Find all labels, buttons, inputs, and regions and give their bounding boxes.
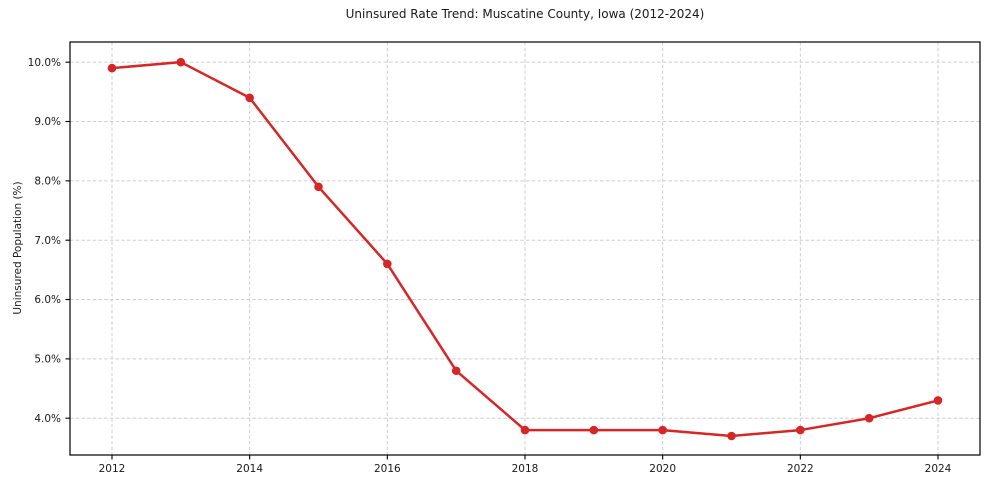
data-point [658, 425, 667, 435]
y-tick-label: 6.0% [34, 294, 61, 306]
y-axis-label: Uninsured Population (%) [12, 181, 24, 315]
y-tick-label: 9.0% [34, 116, 61, 128]
data-point [107, 63, 117, 73]
data-point [796, 425, 805, 435]
data-point [176, 57, 186, 67]
x-tick-label: 2018 [512, 463, 539, 475]
data-point [727, 431, 736, 441]
x-tick-label: 2012 [99, 463, 126, 475]
x-tick-label: 2016 [374, 463, 401, 475]
x-tick-label: 2022 [787, 463, 814, 475]
data-point [383, 259, 392, 269]
data-point [864, 413, 874, 423]
data-point [589, 425, 599, 435]
y-tick-label: 10.0% [28, 57, 61, 69]
y-tick-label: 4.0% [34, 413, 61, 425]
y-tick-label: 8.0% [34, 176, 61, 188]
data-point [314, 182, 323, 192]
y-tick-label: 5.0% [34, 354, 61, 366]
x-tick-label: 2014 [236, 463, 263, 475]
x-tick-label: 2020 [649, 463, 676, 475]
x-tick-label: 2024 [925, 463, 952, 475]
chart-title: Uninsured Rate Trend: Muscatine County, … [345, 7, 705, 21]
data-point [520, 425, 530, 435]
data-point [451, 366, 461, 376]
y-tick-label: 7.0% [34, 235, 61, 247]
data-point [933, 396, 943, 405]
data-point [245, 93, 254, 103]
